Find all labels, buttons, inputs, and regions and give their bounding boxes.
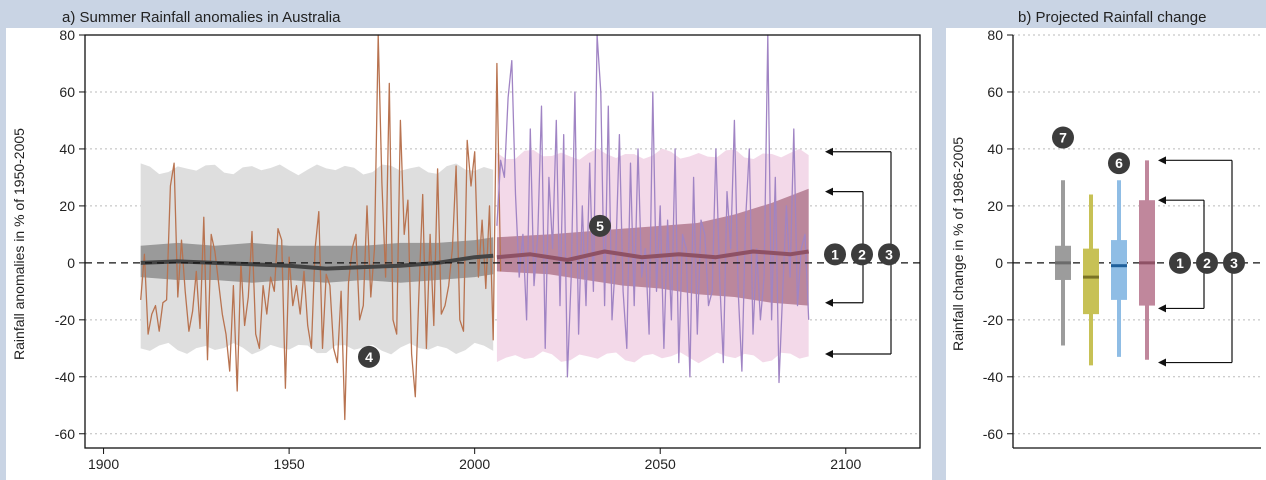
annotation-marker bbox=[1169, 251, 1191, 274]
x-tick-label: 1950 bbox=[274, 456, 305, 472]
arrow-head bbox=[1158, 156, 1166, 165]
x-tick-label: 2000 bbox=[459, 456, 490, 472]
arrow-head bbox=[825, 298, 833, 307]
y-tick-label: -20 bbox=[55, 312, 75, 328]
panel-a-axes: 80 60 40 20 0 -20 -40 -60 1900 1950 2000 2050 2100 bbox=[55, 27, 921, 472]
x-tick-label: 1900 bbox=[88, 456, 119, 472]
panel-a-title: a) Summer Rainfall anomalies in Australi… bbox=[62, 9, 341, 26]
y-tick-label: 40 bbox=[59, 141, 75, 157]
panel-b-title: b) Projected Rainfall change bbox=[1018, 9, 1206, 26]
y-tick-label: -40 bbox=[983, 369, 1003, 385]
future-inner-band bbox=[496, 188, 809, 306]
projected-rainfall-line bbox=[496, 34, 810, 384]
annotation-label: 7 bbox=[1059, 130, 1067, 146]
annotation-label: 1 bbox=[1176, 255, 1184, 271]
panel-b-gridlines bbox=[1013, 34, 1261, 435]
arrow-head bbox=[1158, 358, 1166, 367]
panel-a-bands bbox=[140, 148, 809, 364]
arrow-head bbox=[825, 187, 833, 196]
annotation-label: 4 bbox=[365, 349, 373, 365]
annotation-label: 3 bbox=[885, 246, 893, 262]
arrow-head bbox=[825, 147, 833, 156]
y-tick-label: 80 bbox=[987, 27, 1003, 43]
y-tick-label: 0 bbox=[995, 255, 1003, 271]
annotation-marker bbox=[589, 214, 611, 237]
panel-a-y-axis-label: Rainfall anomalies in % of 1950-2005 bbox=[11, 128, 27, 360]
arrow-head bbox=[825, 350, 833, 359]
annotation-label: 5 bbox=[596, 218, 604, 234]
y-tick-label: -60 bbox=[55, 426, 75, 442]
annotation-marker bbox=[824, 243, 846, 266]
arrow-head bbox=[1158, 304, 1166, 313]
historical-mean-line bbox=[140, 253, 494, 271]
x-tick-label: 2100 bbox=[830, 456, 861, 472]
annotation-marker bbox=[1196, 251, 1218, 274]
panel-b-axes: 80 60 40 20 0 -20 -40 -60 bbox=[983, 27, 1261, 449]
panel-b-y-axis-label: Rainfall change in % of 1986-2005 bbox=[950, 137, 966, 351]
annotation-label: 2 bbox=[1203, 255, 1211, 271]
panel-a-annotations: 1 2 3 4 5 bbox=[358, 147, 900, 368]
x-tick-label: 2050 bbox=[645, 456, 676, 472]
annotation-marker bbox=[851, 243, 873, 266]
y-tick-label: 60 bbox=[59, 84, 75, 100]
y-tick-label: 0 bbox=[67, 255, 75, 271]
annotation-marker bbox=[358, 345, 380, 368]
annotation-label: 1 bbox=[831, 246, 839, 262]
annotation-marker bbox=[1223, 251, 1245, 274]
y-tick-label: 20 bbox=[59, 198, 75, 214]
panel-a-series bbox=[140, 34, 810, 421]
y-tick-label: -20 bbox=[983, 312, 1003, 328]
projected-mean-line bbox=[496, 249, 809, 262]
y-tick-label: 60 bbox=[987, 84, 1003, 100]
annotation-marker bbox=[878, 243, 900, 266]
annotation-marker bbox=[1052, 126, 1074, 149]
annotation-marker bbox=[1108, 152, 1130, 175]
annotation-label: 2 bbox=[858, 246, 866, 262]
y-tick-label: 20 bbox=[987, 198, 1003, 214]
y-tick-label: 80 bbox=[59, 27, 75, 43]
observed-rainfall-line bbox=[140, 34, 502, 421]
box-body bbox=[1111, 240, 1127, 300]
panel-b-boxes bbox=[1055, 160, 1155, 366]
panel-a-frame bbox=[84, 34, 921, 449]
annotation-label: 3 bbox=[1230, 255, 1238, 271]
annotation-label: 6 bbox=[1115, 155, 1123, 171]
panel-b-annotations: 1 2 3 6 7 bbox=[1052, 126, 1245, 367]
y-tick-label: -40 bbox=[55, 369, 75, 385]
y-tick-label: -60 bbox=[983, 426, 1003, 442]
historical-inner-band bbox=[140, 237, 494, 283]
box-body bbox=[1083, 248, 1099, 315]
box-body bbox=[1139, 200, 1155, 306]
arrow-head bbox=[1158, 196, 1166, 205]
y-tick-label: 40 bbox=[987, 141, 1003, 157]
